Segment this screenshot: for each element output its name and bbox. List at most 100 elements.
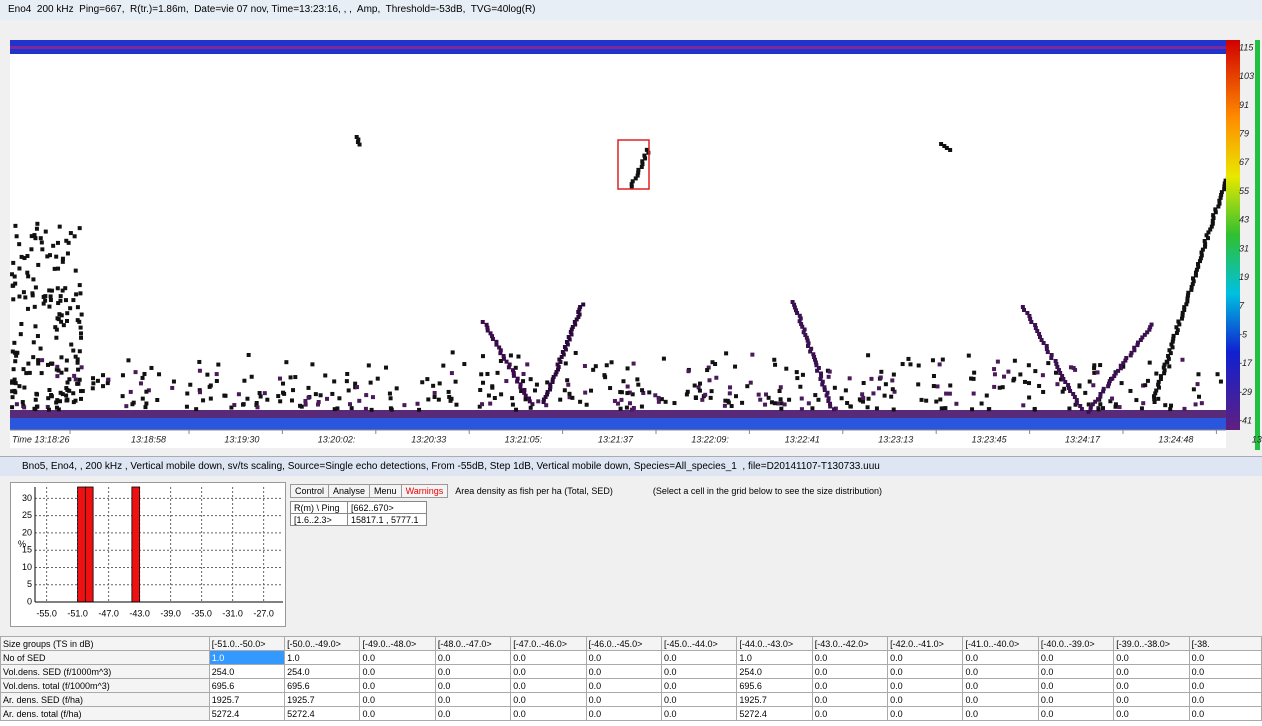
table-cell[interactable]: 0.0 xyxy=(812,693,887,707)
grid-cell[interactable]: R(m) \ Ping xyxy=(291,502,348,514)
echo-pixel xyxy=(1182,407,1186,411)
table-cell[interactable]: 0.0 xyxy=(1038,693,1113,707)
echo-pixel xyxy=(779,407,783,411)
table-cell[interactable]: 5272.4 xyxy=(209,707,284,721)
table-cell[interactable]: 0.0 xyxy=(1114,693,1189,707)
table-cell[interactable]: 254.0 xyxy=(737,665,812,679)
table-cell[interactable]: 0.0 xyxy=(1189,707,1261,721)
echo-pixel xyxy=(24,371,28,375)
table-cell[interactable]: 0.0 xyxy=(435,707,510,721)
table-cell[interactable]: 0.0 xyxy=(360,665,435,679)
table-cell[interactable]: 695.6 xyxy=(737,679,812,693)
table-cell[interactable]: 0.0 xyxy=(1189,665,1261,679)
echo-pixel xyxy=(767,396,771,400)
table-cell[interactable]: 0.0 xyxy=(511,651,586,665)
table-cell[interactable]: 1.0 xyxy=(285,651,360,665)
echo-pixel xyxy=(54,336,58,340)
table-cell[interactable]: 0.0 xyxy=(435,693,510,707)
table-cell[interactable]: 0.0 xyxy=(435,651,510,665)
table-cell[interactable]: 0.0 xyxy=(963,665,1038,679)
echo-pixel xyxy=(64,398,68,402)
table-cell[interactable]: 0.0 xyxy=(1038,651,1113,665)
table-cell[interactable]: 0.0 xyxy=(1114,679,1189,693)
table-cell[interactable]: 0.0 xyxy=(1114,665,1189,679)
table-cell: No of SED xyxy=(1,651,210,665)
table-cell[interactable]: 0.0 xyxy=(586,651,661,665)
tab[interactable]: Warnings xyxy=(401,484,449,498)
table-cell[interactable]: 0.0 xyxy=(435,679,510,693)
table-cell[interactable]: 0.0 xyxy=(360,679,435,693)
table-cell[interactable]: 254.0 xyxy=(209,665,284,679)
table-cell[interactable]: 695.6 xyxy=(209,679,284,693)
table-cell[interactable]: 0.0 xyxy=(435,665,510,679)
grid-cell[interactable]: [662..670> xyxy=(348,502,427,514)
table-cell[interactable]: 0.0 xyxy=(1038,679,1113,693)
echo-pixel xyxy=(1080,407,1084,411)
echo-pixel xyxy=(866,353,870,357)
table-cell[interactable]: 0.0 xyxy=(511,693,586,707)
table-cell[interactable]: 0.0 xyxy=(888,707,963,721)
table-cell[interactable]: 0.0 xyxy=(586,693,661,707)
table-cell[interactable]: 0.0 xyxy=(586,707,661,721)
table-cell[interactable]: 0.0 xyxy=(360,651,435,665)
chart-frame xyxy=(11,483,286,627)
echo-pixel xyxy=(640,405,644,409)
tab[interactable]: Analyse xyxy=(328,484,370,498)
header-cell: [-38. xyxy=(1189,637,1261,651)
table-cell[interactable]: 5272.4 xyxy=(285,707,360,721)
echo-pixel xyxy=(44,230,48,234)
table-cell[interactable]: 1925.7 xyxy=(737,693,812,707)
echo-pixel xyxy=(1029,320,1033,324)
echo-pixel xyxy=(522,372,526,376)
table-cell[interactable]: 0.0 xyxy=(963,651,1038,665)
table-cell[interactable]: 0.0 xyxy=(812,707,887,721)
grid-cell[interactable]: [1.6..2.3> xyxy=(291,514,348,526)
table-cell[interactable]: 0.0 xyxy=(812,679,887,693)
table-cell[interactable]: 1.0 xyxy=(737,651,812,665)
tab[interactable]: Menu xyxy=(369,484,402,498)
table-cell[interactable]: 0.0 xyxy=(661,693,736,707)
echo-pixel xyxy=(1118,405,1122,409)
echo-pixel xyxy=(25,271,29,275)
echo-pixel xyxy=(76,305,80,309)
table-cell[interactable]: 0.0 xyxy=(963,707,1038,721)
table-cell[interactable]: 0.0 xyxy=(661,665,736,679)
table-cell[interactable]: 0.0 xyxy=(812,651,887,665)
table-cell[interactable]: 0.0 xyxy=(1114,707,1189,721)
table-cell[interactable]: 0.0 xyxy=(1189,693,1261,707)
table-cell[interactable]: 5272.4 xyxy=(737,707,812,721)
echo-pixel xyxy=(64,298,68,302)
table-cell[interactable]: 0.0 xyxy=(1114,651,1189,665)
table-cell[interactable]: 0.0 xyxy=(888,693,963,707)
table-cell[interactable]: 0.0 xyxy=(661,651,736,665)
echo-pixel xyxy=(1167,364,1171,368)
table-cell[interactable]: 0.0 xyxy=(1038,707,1113,721)
table-cell[interactable]: 695.6 xyxy=(285,679,360,693)
table-cell[interactable]: 0.0 xyxy=(586,679,661,693)
table-cell[interactable]: 0.0 xyxy=(963,679,1038,693)
grid-cell[interactable]: 15817.1 , 5777.1 xyxy=(348,514,427,526)
table-cell[interactable]: 1925.7 xyxy=(285,693,360,707)
table-cell[interactable]: 1.0 xyxy=(209,651,284,665)
echo-pixel xyxy=(642,154,646,158)
table-cell[interactable]: 0.0 xyxy=(511,679,586,693)
table-cell[interactable]: 0.0 xyxy=(812,665,887,679)
table-cell[interactable]: 0.0 xyxy=(511,707,586,721)
table-cell[interactable]: 0.0 xyxy=(963,693,1038,707)
table-cell[interactable]: 0.0 xyxy=(661,679,736,693)
table-cell[interactable]: 0.0 xyxy=(888,679,963,693)
table-cell[interactable]: 0.0 xyxy=(1038,665,1113,679)
table-cell[interactable]: 0.0 xyxy=(1189,651,1261,665)
table-cell[interactable]: 1925.7 xyxy=(209,693,284,707)
table-cell[interactable]: 0.0 xyxy=(511,665,586,679)
table-cell[interactable]: 0.0 xyxy=(661,707,736,721)
table-cell[interactable]: 0.0 xyxy=(888,651,963,665)
echo-pixel xyxy=(198,369,202,373)
table-cell[interactable]: 0.0 xyxy=(888,665,963,679)
tab[interactable]: Control xyxy=(290,484,329,498)
table-cell[interactable]: 0.0 xyxy=(360,707,435,721)
table-cell[interactable]: 0.0 xyxy=(586,665,661,679)
table-cell[interactable]: 0.0 xyxy=(1189,679,1261,693)
table-cell[interactable]: 0.0 xyxy=(360,693,435,707)
table-cell[interactable]: 254.0 xyxy=(285,665,360,679)
